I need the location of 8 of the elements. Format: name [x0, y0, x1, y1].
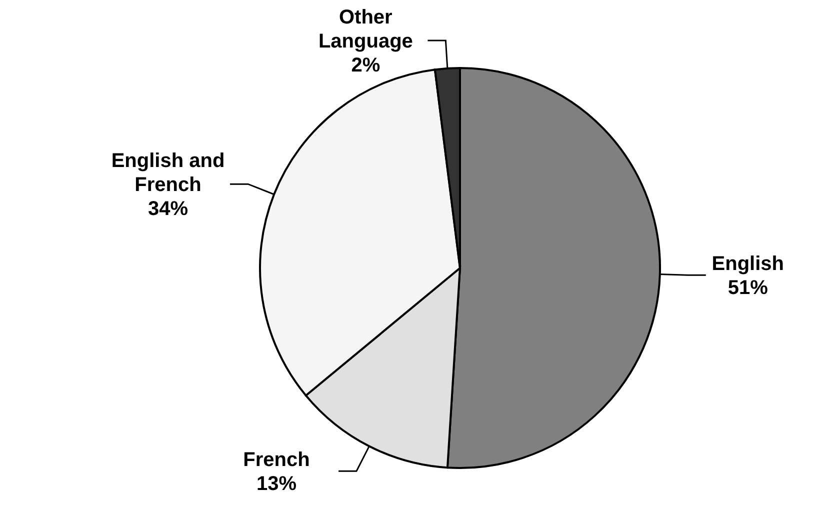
data-label: 34%	[148, 198, 188, 220]
slice-label: English and French	[111, 150, 225, 196]
slice-label: Other Language	[318, 6, 413, 52]
legend-label: French	[243, 449, 310, 472]
data-label: 51%	[728, 277, 768, 300]
data-label: 13%	[256, 473, 297, 496]
data-label: 2%	[351, 54, 380, 76]
slice-label: English	[712, 253, 784, 276]
